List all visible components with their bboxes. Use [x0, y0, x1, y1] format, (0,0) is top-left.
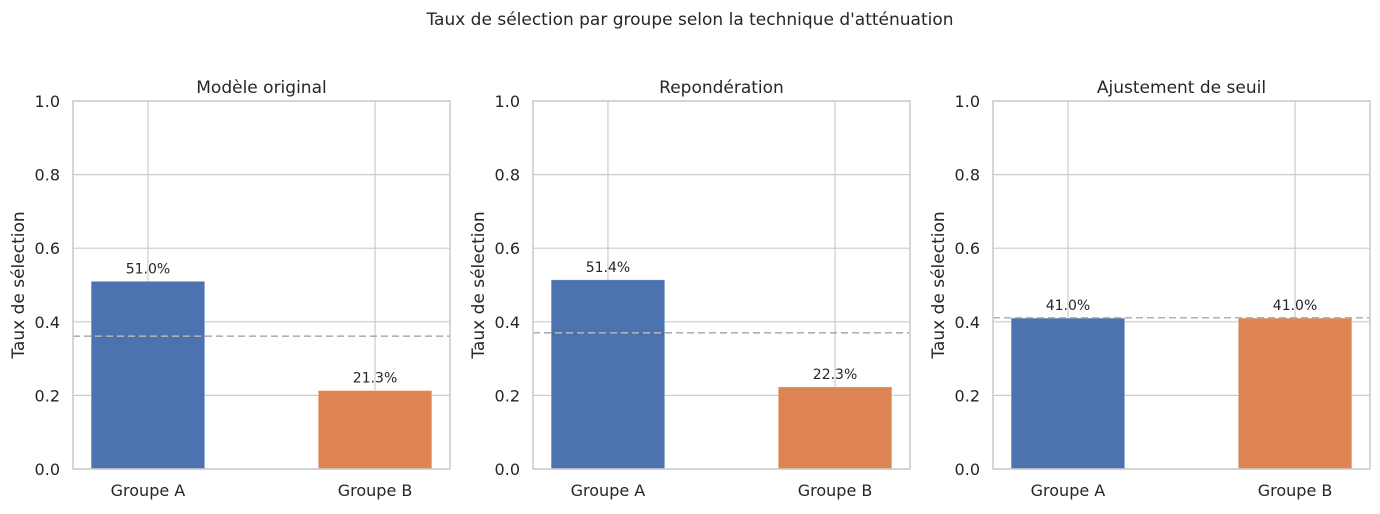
y-tick-label: 0.4: [955, 313, 980, 332]
subplot-3: 0.0 0.2 0.4 0.6 0.8 1.0 41.0% Groupe A 41.0% Grou…: [929, 78, 1371, 500]
subplot-1: 0.0 0.2 0.4 0.6 0.8 1.0 51.0% Groupe A 21.3% Grou…: [9, 78, 451, 500]
y-tick-label: 1.0: [35, 92, 60, 111]
y-tick-label: 0.8: [955, 166, 980, 185]
y-axis-label: Taux de sélection: [9, 211, 29, 359]
bar-groupe-b: [777, 386, 893, 470]
subplot-title: Ajustement de seuil: [1097, 78, 1266, 98]
x-tick-label: Groupe B: [338, 481, 413, 500]
y-tick-label: 0.4: [35, 313, 60, 332]
x-tick-label: Groupe A: [111, 481, 186, 500]
figure-suptitle: Taux de sélection par groupe selon la te…: [425, 10, 953, 30]
y-tick-label: 0.8: [495, 166, 520, 185]
y-tick-label: 0.6: [495, 239, 520, 258]
y-tick-label: 0.6: [955, 239, 980, 258]
y-axis-label: Taux de sélection: [469, 211, 489, 359]
y-tick-label: 0.2: [35, 386, 60, 405]
y-tick-label: 1.0: [955, 92, 980, 111]
data-label: 41.0%: [1273, 298, 1317, 314]
subplot-2: 0.0 0.2 0.4 0.6 0.8 1.0 51.4% Groupe A 22.3% Grou…: [469, 78, 911, 500]
y-tick-label: 0.2: [955, 386, 980, 405]
bar-groupe-b: [1237, 317, 1353, 470]
bar-groupe-b: [317, 390, 433, 470]
subplot-title: Repondération: [659, 78, 784, 98]
x-tick-label: Groupe A: [571, 481, 646, 500]
axes-frame: [532, 100, 911, 470]
data-label: 51.0%: [126, 261, 170, 277]
subplot-title: Modèle original: [196, 78, 326, 98]
y-tick-label: 0.0: [35, 460, 60, 479]
y-tick-label: 0.2: [495, 386, 520, 405]
x-tick-label: Groupe B: [798, 481, 873, 500]
data-label: 21.3%: [353, 371, 397, 387]
bar-groupe-a: [1010, 317, 1126, 470]
data-label: 41.0%: [1046, 298, 1090, 314]
y-tick-label: 0.6: [35, 239, 60, 258]
bar-groupe-a: [90, 280, 206, 470]
y-axis-label: Taux de sélection: [929, 211, 949, 359]
y-tick-label: 0.0: [495, 460, 520, 479]
y-tick-label: 0.4: [495, 313, 520, 332]
y-tick-label: 1.0: [495, 92, 520, 111]
x-tick-label: Groupe B: [1258, 481, 1333, 500]
data-label: 51.4%: [586, 260, 630, 276]
y-tick-label: 0.0: [955, 460, 980, 479]
bar-groupe-a: [550, 279, 666, 470]
axes-frame: [72, 100, 451, 470]
x-tick-label: Groupe A: [1031, 481, 1106, 500]
axes-frame: [992, 100, 1371, 470]
data-label: 22.3%: [813, 367, 857, 383]
y-tick-label: 0.8: [35, 166, 60, 185]
